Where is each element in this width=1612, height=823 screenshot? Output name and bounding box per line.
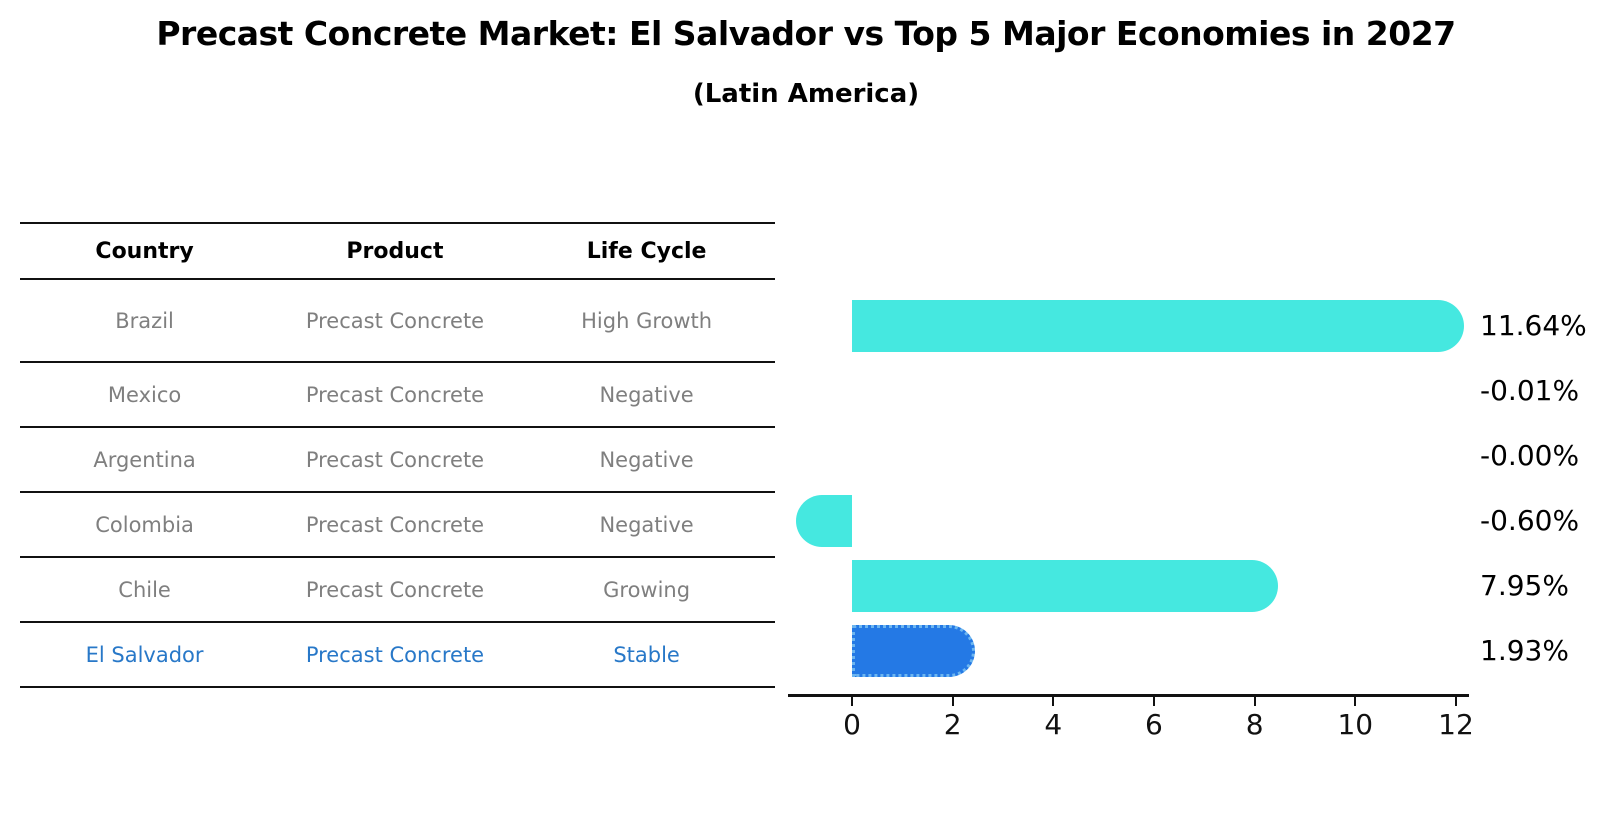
bar-el-salvador bbox=[852, 625, 976, 677]
x-axis-tick-label: 2 bbox=[943, 708, 962, 741]
bar-value-label: -0.00% bbox=[1480, 439, 1580, 472]
table-cell-country: Chile bbox=[118, 577, 171, 602]
table-cell-country: Brazil bbox=[115, 308, 174, 333]
country-table: Country Product Life Cycle Brazil Precast… bbox=[20, 222, 775, 688]
x-axis-tick-label: 10 bbox=[1337, 708, 1374, 741]
bar-value-label: 1.93% bbox=[1480, 634, 1569, 667]
table-header-country: Country bbox=[95, 238, 194, 264]
bar-value-label: -0.60% bbox=[1480, 504, 1580, 537]
table-cell-country: Colombia bbox=[95, 512, 194, 537]
table-row: Brazil Precast Concrete High Growth bbox=[20, 280, 775, 363]
x-axis-tick bbox=[951, 697, 954, 706]
bar-chile bbox=[852, 560, 1279, 612]
x-axis-tick-label: 6 bbox=[1145, 708, 1163, 741]
table-row: Mexico Precast Concrete Negative bbox=[20, 363, 775, 428]
table-cell-country: Argentina bbox=[93, 447, 196, 472]
x-axis-tick-label: 12 bbox=[1438, 708, 1474, 741]
table-row: Chile Precast Concrete Growing bbox=[20, 558, 775, 623]
x-axis-tick-label: 4 bbox=[1044, 708, 1063, 741]
table-cell-product: Precast Concrete bbox=[305, 512, 485, 537]
x-axis-tick-label: 8 bbox=[1245, 708, 1264, 741]
table-cell-life-cycle: Stable bbox=[613, 642, 680, 667]
table-header-row: Country Product Life Cycle bbox=[20, 224, 775, 280]
table-cell-product: Precast Concrete bbox=[305, 642, 485, 667]
table-cell-product: Precast Concrete bbox=[305, 447, 485, 472]
table-cell-life-cycle: High Growth bbox=[581, 308, 713, 333]
x-axis-tick bbox=[1152, 697, 1155, 706]
chart-subtitle: (Latin America) bbox=[692, 79, 920, 109]
table-row: Colombia Precast Concrete Negative bbox=[20, 493, 775, 558]
bar-colombia bbox=[795, 495, 852, 547]
table-cell-life-cycle: Negative bbox=[599, 382, 694, 407]
bar-value-label: -0.01% bbox=[1480, 374, 1580, 407]
table-cell-product: Precast Concrete bbox=[305, 577, 485, 602]
bar-brazil bbox=[852, 300, 1464, 352]
table-row: Argentina Precast Concrete Negative bbox=[20, 428, 775, 493]
table-row: El Salvador Precast Concrete Stable bbox=[20, 623, 775, 688]
x-axis-tick-label: 0 bbox=[843, 708, 861, 741]
x-axis-tick bbox=[1253, 697, 1256, 706]
x-axis-tick bbox=[1354, 697, 1357, 706]
table-cell-life-cycle: Negative bbox=[599, 447, 694, 472]
table-cell-country: Mexico bbox=[107, 382, 182, 407]
x-axis-tick bbox=[1052, 697, 1055, 706]
table-cell-product: Precast Concrete bbox=[305, 308, 485, 333]
x-axis-line bbox=[788, 694, 1469, 697]
table-cell-country: El Salvador bbox=[85, 642, 204, 667]
table-body: Brazil Precast Concrete High Growth Mexico P… bbox=[20, 280, 775, 688]
table-cell-life-cycle: Negative bbox=[599, 512, 694, 537]
table-cell-life-cycle: Growing bbox=[603, 577, 691, 602]
bar-value-label: 7.95% bbox=[1480, 569, 1569, 602]
chart-title: Precast Concrete Market: El Salvador vs … bbox=[156, 14, 1456, 53]
table-header-life-cycle: Life Cycle bbox=[586, 238, 707, 264]
table-cell-product: Precast Concrete bbox=[305, 382, 485, 407]
bar-value-label: 11.64% bbox=[1480, 309, 1587, 342]
x-axis-tick bbox=[851, 697, 853, 706]
table-header-product: Product bbox=[346, 238, 444, 264]
x-axis-tick bbox=[1454, 697, 1457, 706]
